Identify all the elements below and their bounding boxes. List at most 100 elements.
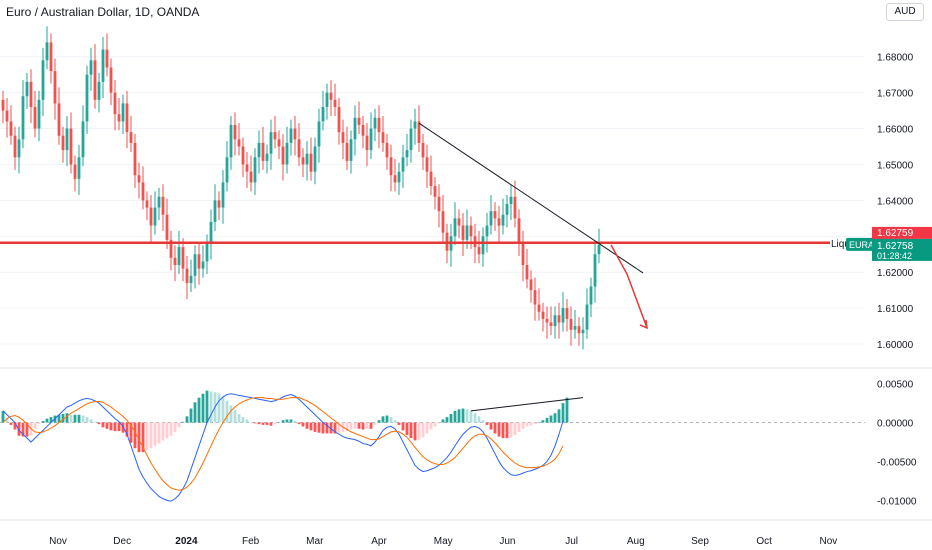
macd-histogram-bar [301,422,305,427]
currency-button[interactable]: AUD [886,3,924,21]
macd-histogram-bar [449,414,453,423]
macd-histogram-bar [421,422,425,438]
candle-body [53,71,57,104]
candle-body [597,244,601,255]
macd-histogram-bar [177,422,181,428]
candle-body [213,200,217,222]
candle-body [341,132,345,143]
macd-histogram-bar [109,422,113,431]
candle-body [393,175,397,183]
macd-histogram-bar [349,422,353,430]
divergence-line [470,397,584,412]
macd-histogram-bar [245,419,249,423]
candle-body [257,142,261,158]
macd-histogram-bar [17,422,21,436]
macd-histogram-bar [453,410,457,423]
candle-body [37,99,41,129]
price-candles [1,26,601,350]
candle-body [161,196,165,215]
macd-histogram-bar [565,397,569,423]
macd-histogram-bar [57,414,61,423]
macd-histogram-bar [253,422,257,424]
price-tick-label: 1.61000 [877,304,914,315]
macd-histogram-bar [21,422,25,437]
candle-body [13,135,17,158]
macd-tick-label: -0.00500 [877,457,917,468]
candle-body [281,146,285,165]
macd-histogram-bar [473,413,477,423]
candle-body [101,49,105,82]
candle-body [65,128,69,151]
candle-body [113,92,117,115]
macd-histogram-bar [233,410,237,423]
time-tick-label: Nov [820,536,838,547]
candle-body [229,124,233,158]
candle-body [541,311,545,319]
macd-histogram-bar [505,422,509,439]
candle-body [365,135,369,151]
macd-histogram-bar [509,422,513,438]
macd-histogram-bar [9,422,13,425]
macd-histogram-bar [397,422,401,425]
macd-histogram-bar [269,422,273,426]
macd-histogram-bar [561,403,565,423]
candle-body [17,139,21,158]
macd-histogram-bar [161,422,165,441]
candle-body [381,132,385,143]
candle-body [289,128,293,143]
macd-histogram-bar [37,422,41,425]
symbol-tag-label: EURAUD [849,240,888,250]
macd-histogram-bar [321,422,325,434]
candle-body [133,142,137,176]
macd-histogram-bar [525,422,529,427]
macd-histogram-bar [381,416,385,423]
macd-histogram-bar [529,422,533,426]
macd-histogram-bar [85,417,89,423]
macd-histogram-bar [489,422,493,430]
candle-body [429,171,433,187]
candle-body [401,157,405,172]
macd-histogram-bar [461,408,465,423]
candle-body [457,218,461,226]
macd-histogram-bar [189,408,193,423]
candle-body [441,211,445,233]
macd-histogram-bar [469,410,473,423]
macd-histogram-bar [481,420,485,423]
candle-body [293,128,297,140]
axes: 1.600001.610001.620001.630001.640001.650… [49,53,932,547]
time-tick-label: Dec [113,536,131,547]
candle-body [241,146,245,165]
time-tick-label: 2024 [175,536,198,547]
candle-body [85,74,89,122]
candle-body [25,81,29,97]
macd-histogram-bar [337,422,341,433]
macd-histogram-bar [277,422,281,424]
macd-histogram-bar [325,422,329,434]
macd-histogram-bar [145,422,149,451]
macd-histogram-bar [533,422,537,425]
candle-body [189,275,193,283]
candle-body [557,315,561,323]
candle-body [205,243,209,262]
candle-body [173,257,177,266]
candle-body [377,117,381,133]
candle-body [477,247,481,255]
candle-body [5,110,9,122]
macd-histogram-bar [241,417,245,423]
macd-histogram-bar [485,422,489,425]
candle-body [197,254,201,269]
macd-histogram-bar [513,422,517,435]
candle-body [149,207,153,226]
macd-histogram-bar [5,418,9,423]
time-tick-label: Sep [691,536,709,547]
candle-body [345,142,349,161]
macd-tick-label: 0.00000 [877,419,914,430]
candle-body [157,196,161,208]
macd-histogram-bar [521,422,525,429]
candle-body [533,290,537,305]
candle-body [361,124,365,136]
macd-histogram-bar [309,422,313,431]
candle-body [545,318,549,323]
